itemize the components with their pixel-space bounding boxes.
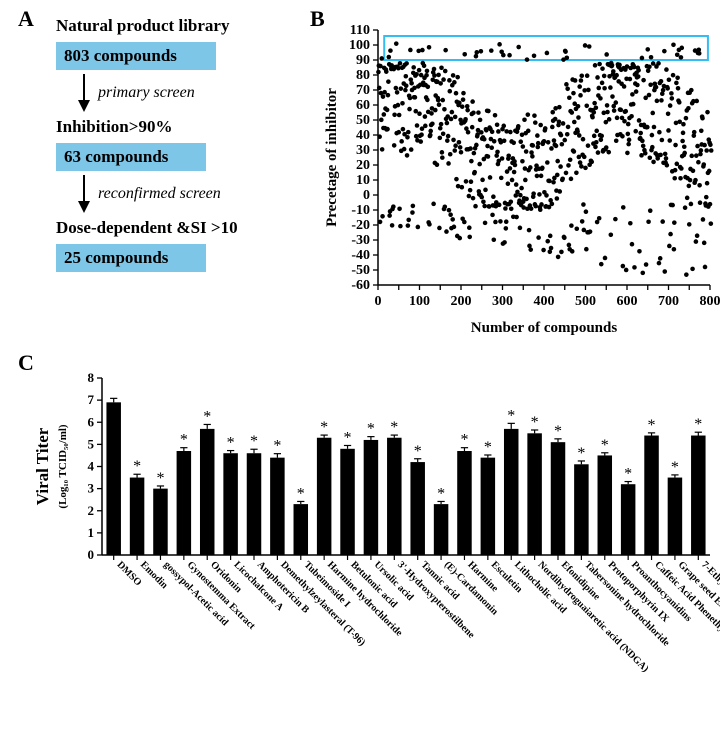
svg-text:800: 800 — [700, 294, 721, 309]
flow-box-3-text: 25 compounds — [64, 248, 168, 268]
svg-text:*: * — [648, 417, 656, 434]
svg-text:200: 200 — [451, 294, 472, 309]
svg-text:-50: -50 — [351, 263, 370, 278]
svg-text:*: * — [273, 438, 281, 455]
svg-text:Number of compounds: Number of compounds — [471, 320, 618, 336]
svg-text:DMSO: DMSO — [115, 559, 144, 588]
svg-text:50: 50 — [356, 113, 370, 128]
svg-text:*: * — [133, 458, 141, 475]
panel-b-scatter: -60-50-40-30-20-100102030405060708090100… — [320, 20, 720, 340]
svg-text:10: 10 — [356, 173, 370, 188]
flow-arrow-2-label: reconfirmed screen — [98, 185, 221, 203]
svg-text:4: 4 — [88, 459, 95, 474]
svg-text:-10: -10 — [351, 203, 370, 218]
flow-box-1-text: 803 compounds — [64, 46, 177, 66]
flow-arrow-2 — [74, 173, 94, 215]
svg-text:0: 0 — [363, 188, 370, 203]
flow-box-3: 25 compounds — [56, 244, 206, 272]
svg-text:300: 300 — [492, 294, 513, 309]
svg-text:*: * — [227, 435, 235, 452]
svg-text:*: * — [250, 433, 258, 450]
svg-text:7: 7 — [88, 392, 95, 407]
svg-text:*: * — [507, 407, 515, 424]
svg-text:(Log₁₀ TCID₅₀/ml): (Log₁₀ TCID₅₀/ml) — [57, 424, 69, 509]
svg-text:90: 90 — [356, 53, 370, 68]
svg-text:-40: -40 — [351, 248, 370, 263]
svg-text:5: 5 — [88, 436, 95, 451]
svg-text:70: 70 — [356, 83, 370, 98]
panel-c-barchart: 0 1 2 3 4 5 6 7 8 Viral Titer (Log₁₀ TCID₅₀/ml) DMS… — [30, 370, 720, 730]
svg-text:2: 2 — [88, 503, 95, 518]
svg-text:*: * — [297, 485, 305, 502]
svg-text:400: 400 — [534, 294, 555, 309]
svg-text:*: * — [484, 439, 492, 456]
svg-text:*: * — [554, 423, 562, 440]
svg-text:*: * — [320, 419, 328, 436]
svg-text:*: * — [437, 485, 445, 502]
svg-text:6: 6 — [88, 414, 95, 429]
flow-heading: Natural product library — [56, 16, 229, 36]
svg-text:3: 3 — [88, 481, 95, 496]
svg-text:20: 20 — [356, 158, 370, 173]
svg-text:8: 8 — [88, 370, 95, 385]
svg-text:80: 80 — [356, 68, 370, 83]
svg-text:-30: -30 — [351, 233, 370, 248]
flow-line-2: Inhibition>90% — [56, 117, 172, 137]
svg-text:*: * — [531, 414, 539, 431]
svg-text:*: * — [344, 429, 352, 446]
svg-text:*: * — [624, 466, 632, 483]
svg-text:Viral Titer: Viral Titer — [33, 427, 52, 505]
svg-text:110: 110 — [350, 23, 370, 38]
svg-text:*: * — [460, 432, 468, 449]
svg-text:*: * — [367, 421, 375, 438]
svg-text:Precetage of inhibitor: Precetage of inhibitor — [324, 88, 340, 227]
svg-text:*: * — [390, 419, 398, 436]
svg-text:*: * — [203, 408, 211, 425]
flow-box-2: 63 compounds — [56, 143, 206, 171]
svg-text:-60: -60 — [351, 278, 370, 293]
flow-line-3: Dose-dependent &SI >10 — [56, 218, 238, 238]
svg-text:*: * — [671, 459, 679, 476]
panel-a-flowchart: Natural product library 803 compounds pr… — [56, 16, 296, 346]
flow-box-2-text: 63 compounds — [64, 147, 168, 167]
svg-text:600: 600 — [617, 294, 638, 309]
flow-arrow-1-label: primary screen — [98, 84, 195, 102]
panel-a-label: A — [18, 6, 34, 32]
svg-text:0: 0 — [88, 547, 95, 562]
svg-text:*: * — [601, 437, 609, 454]
svg-text:60: 60 — [356, 98, 370, 113]
figure-page: { "panelA": { "label": "A", "label_fonts… — [0, 0, 726, 738]
svg-text:*: * — [180, 432, 188, 449]
svg-text:*: * — [414, 443, 422, 460]
svg-text:*: * — [577, 445, 585, 462]
svg-text:*: * — [694, 416, 702, 433]
svg-text:0: 0 — [375, 294, 382, 309]
svg-text:700: 700 — [658, 294, 679, 309]
svg-text:-20: -20 — [351, 218, 370, 233]
svg-text:1: 1 — [88, 525, 95, 540]
svg-text:30: 30 — [356, 143, 370, 158]
flow-arrow-1 — [74, 72, 94, 114]
svg-text:*: * — [156, 470, 164, 487]
svg-text:40: 40 — [356, 128, 370, 143]
svg-text:500: 500 — [575, 294, 596, 309]
svg-text:100: 100 — [409, 294, 430, 309]
flow-box-1: 803 compounds — [56, 42, 216, 70]
svg-text:100: 100 — [349, 38, 370, 53]
